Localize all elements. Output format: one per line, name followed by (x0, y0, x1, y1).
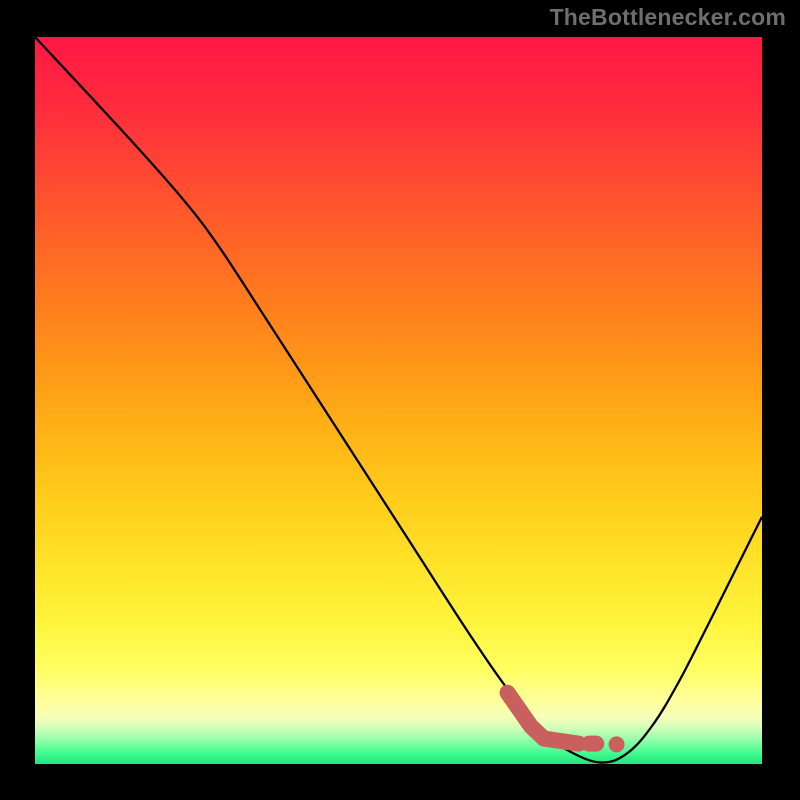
bottleneck-chart (0, 0, 800, 800)
watermark-text: TheBottlenecker.com (550, 4, 786, 31)
chart-container: TheBottlenecker.com (0, 0, 800, 800)
gradient-background (35, 37, 762, 764)
